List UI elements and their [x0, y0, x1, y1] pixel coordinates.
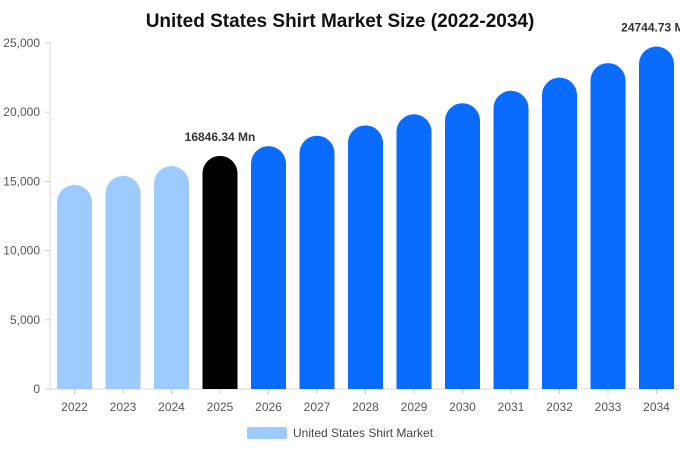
- x-tick-label: 2031: [498, 400, 525, 414]
- data-label: 24744.73 Mn: [621, 21, 680, 35]
- axes: 0 5,000 10,000 15,000 20,000 25,000 2022 2023 20…: [3, 36, 678, 414]
- legend-label: United States Shirt Market: [293, 426, 434, 440]
- x-tick-label: 2029: [401, 400, 428, 414]
- y-tick-label: 5,000: [10, 313, 40, 327]
- bar: [445, 103, 480, 389]
- bar: [348, 125, 383, 389]
- x-tick-label: 2032: [546, 400, 573, 414]
- bar: [251, 146, 286, 389]
- chart-title: United States Shirt Market Size (2022-20…: [146, 11, 535, 32]
- x-tick-label: 2033: [595, 400, 622, 414]
- x-tick-label: 2027: [304, 400, 331, 414]
- y-tick-label: 10,000: [3, 244, 40, 258]
- x-tick-label: 2024: [158, 400, 185, 414]
- data-label: 16846.34 Mn: [185, 130, 256, 144]
- bars-group: [57, 46, 674, 390]
- x-tick-label: 2028: [352, 400, 379, 414]
- x-tick-label: 2023: [110, 400, 137, 414]
- legend: United States Shirt Market: [247, 426, 434, 440]
- x-tick-label: 2022: [61, 400, 88, 414]
- y-tick-label: 0: [33, 382, 40, 396]
- bar: [542, 77, 577, 389]
- x-tick-label: 2026: [255, 400, 282, 414]
- bar: [202, 155, 238, 389]
- y-tick-label: 25,000: [3, 36, 40, 50]
- bar: [105, 175, 141, 389]
- bar: [396, 114, 432, 390]
- bar: [493, 90, 529, 390]
- bar: [299, 135, 335, 389]
- bar: [590, 63, 626, 390]
- y-tick-label: 20,000: [3, 105, 40, 119]
- x-tick-label: 2025: [207, 400, 234, 414]
- data-labels-group: 16846.34 Mn 24744.73 Mn: [185, 21, 680, 144]
- legend-swatch: [247, 427, 287, 439]
- bar: [57, 184, 92, 389]
- x-tick-label: 2030: [449, 400, 476, 414]
- bar: [154, 166, 189, 389]
- x-tick-label: 2034: [643, 400, 670, 414]
- bar: [639, 46, 674, 390]
- y-tick-label: 15,000: [3, 174, 40, 188]
